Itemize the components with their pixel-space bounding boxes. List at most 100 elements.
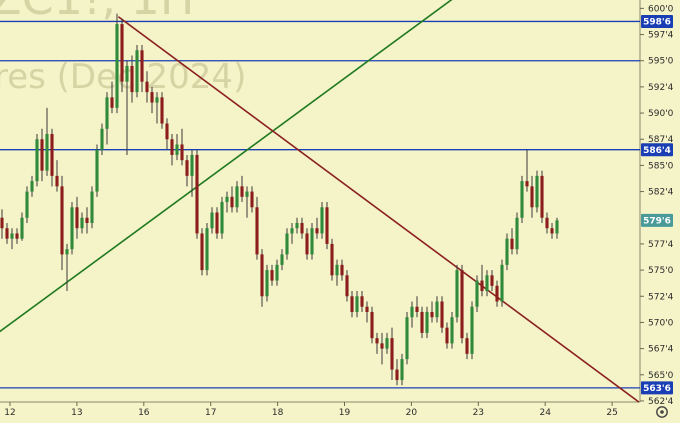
candle-body xyxy=(0,217,4,229)
candle-body xyxy=(90,191,94,223)
candle-body xyxy=(485,275,489,292)
candle-body xyxy=(430,311,434,318)
candle xyxy=(80,212,84,234)
candle xyxy=(450,311,454,349)
candle-body xyxy=(385,338,389,349)
candle-body xyxy=(260,254,264,297)
candle-body xyxy=(200,233,204,271)
time-tick-label: 19 xyxy=(339,408,351,418)
candle xyxy=(130,55,134,103)
horizontal-lines xyxy=(0,20,640,389)
candle-body xyxy=(460,270,464,339)
candle xyxy=(355,291,359,318)
candle-body xyxy=(480,280,484,292)
candle-body xyxy=(490,275,494,286)
time-tick-label: 18 xyxy=(272,408,284,418)
candles xyxy=(0,13,559,386)
trendline xyxy=(117,16,640,403)
candle-body xyxy=(380,343,384,349)
price-tick-label: 577'4 xyxy=(648,240,674,250)
candle-body xyxy=(330,243,334,276)
candle-body xyxy=(435,301,439,318)
candle xyxy=(475,275,479,312)
trendlines xyxy=(0,0,640,403)
candle xyxy=(300,217,304,239)
candle-body xyxy=(545,217,549,229)
candle-body xyxy=(45,134,49,171)
candle-body xyxy=(525,181,529,187)
candle-body xyxy=(230,196,234,208)
candle xyxy=(110,81,114,114)
candle-body xyxy=(495,285,499,302)
candle-body xyxy=(555,220,559,234)
candle-body xyxy=(325,207,329,244)
candle-body xyxy=(320,207,324,234)
candle-body xyxy=(210,212,214,229)
candle xyxy=(260,249,264,307)
price-badges: 598'6 586'4 579'6 563'6 xyxy=(641,14,673,395)
candle-body xyxy=(280,254,284,265)
price-tick-label: 567'4 xyxy=(648,345,674,355)
time-tick-label: 25 xyxy=(606,408,617,418)
candle xyxy=(445,322,449,349)
candle xyxy=(515,212,519,255)
candle xyxy=(225,191,229,213)
candle xyxy=(440,296,444,333)
candle xyxy=(30,175,34,197)
candle xyxy=(5,222,9,244)
candle-body xyxy=(130,65,134,93)
candle xyxy=(85,207,89,234)
candle xyxy=(465,332,469,360)
candle-body xyxy=(510,238,514,250)
candle-body xyxy=(215,212,219,234)
candle-body xyxy=(55,175,59,187)
price-badge-label: 579'6 xyxy=(643,217,671,227)
candle-body xyxy=(250,191,254,208)
candle xyxy=(395,359,399,386)
candle xyxy=(555,217,559,239)
candle-body xyxy=(255,207,259,255)
time-axis xyxy=(0,402,640,423)
candle-body xyxy=(170,139,174,155)
candle xyxy=(145,71,149,103)
candle xyxy=(240,175,244,203)
price-tick-label: 572'4 xyxy=(648,292,674,302)
candle-body xyxy=(10,233,14,239)
candle xyxy=(150,86,154,114)
candle xyxy=(495,280,499,307)
candle xyxy=(45,107,49,176)
candle-body xyxy=(160,97,164,124)
candle xyxy=(325,202,329,250)
candle xyxy=(545,212,549,234)
price-tick-label: 570'0 xyxy=(648,318,674,328)
candle-body xyxy=(180,144,184,161)
price-badge-label: 598'6 xyxy=(643,18,671,28)
candle-body xyxy=(235,186,239,208)
candle-body xyxy=(300,222,304,234)
candle xyxy=(170,134,174,166)
level-price-badge: 563'6 xyxy=(641,381,673,395)
gear-icon xyxy=(656,406,668,418)
candle xyxy=(60,175,64,271)
candle xyxy=(485,270,489,297)
candle xyxy=(295,217,299,234)
candle xyxy=(535,170,539,213)
candle-body xyxy=(15,233,19,239)
candle xyxy=(140,45,144,93)
settings-button[interactable] xyxy=(656,406,668,418)
candle-body xyxy=(535,175,539,208)
candle-body xyxy=(400,359,404,381)
candle xyxy=(280,249,284,271)
candle-body xyxy=(30,181,34,192)
price-tick-label: 597'4 xyxy=(648,31,674,41)
candle xyxy=(115,13,119,114)
candle xyxy=(470,301,474,360)
candle xyxy=(420,306,424,339)
time-tick-label: 17 xyxy=(205,408,216,418)
candle-body xyxy=(35,139,39,182)
candle-body xyxy=(550,228,554,234)
candle xyxy=(530,175,534,218)
candle xyxy=(270,264,274,286)
